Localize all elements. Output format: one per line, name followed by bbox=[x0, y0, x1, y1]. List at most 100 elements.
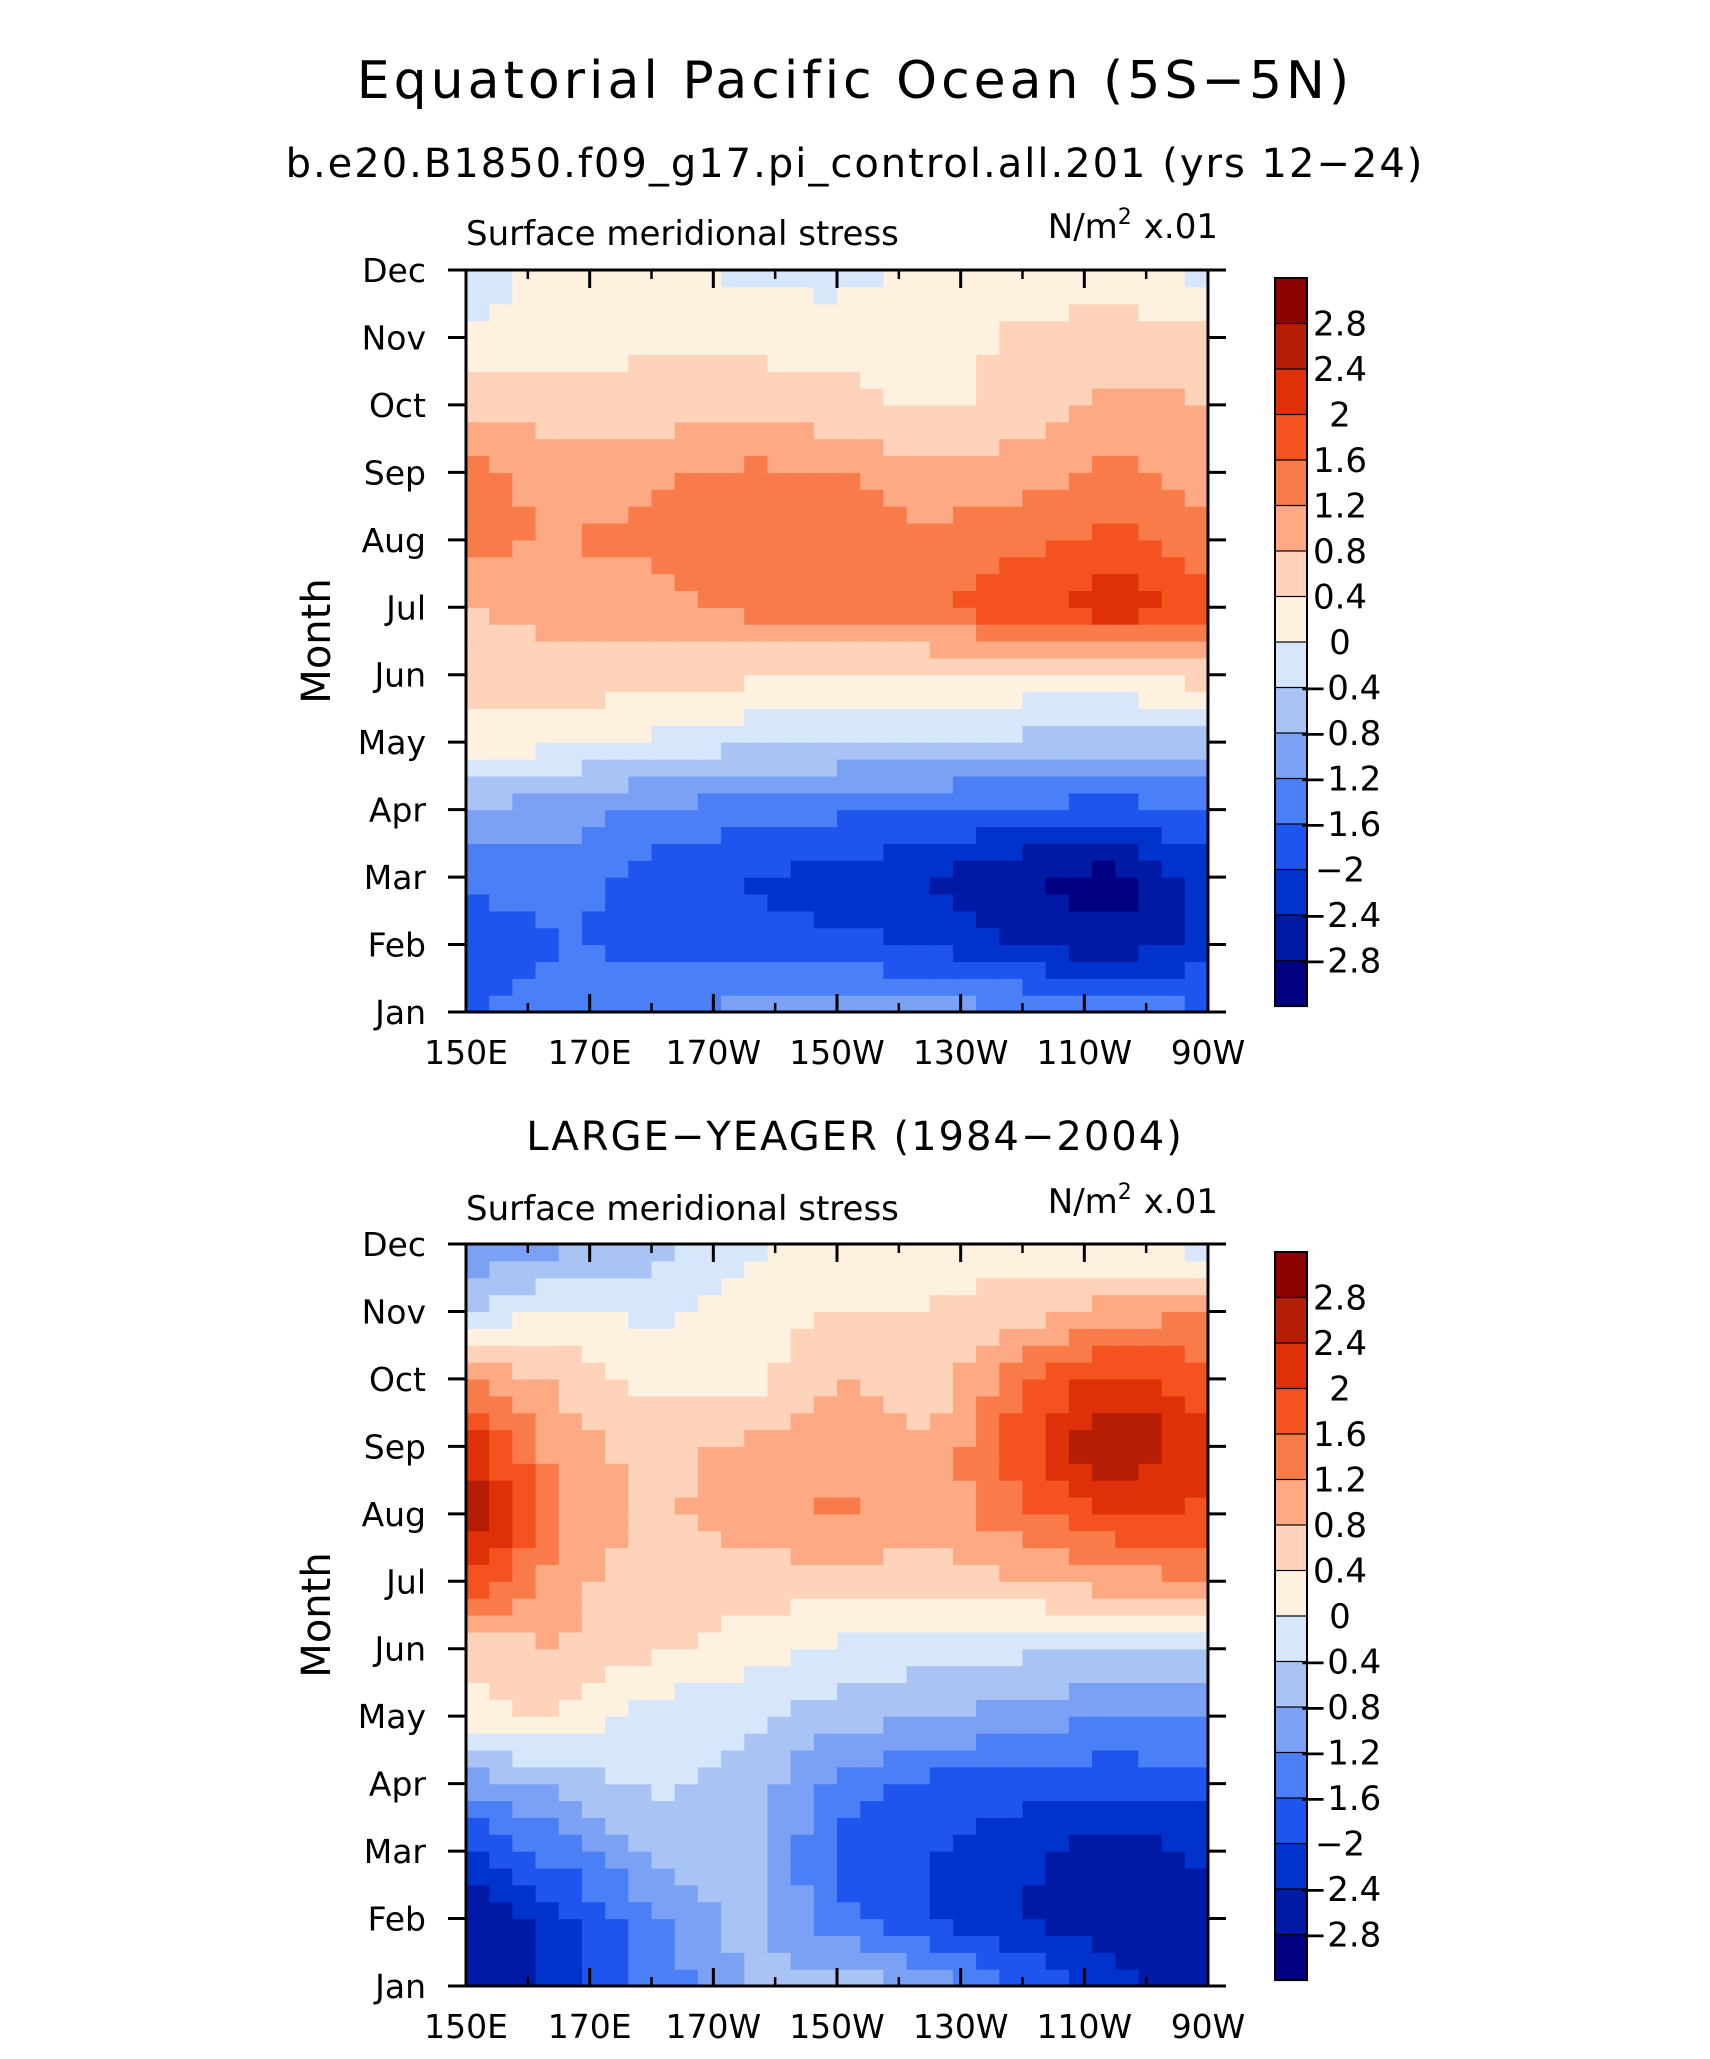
heatmap-cell bbox=[1068, 1412, 1093, 1431]
heatmap-cell bbox=[651, 1480, 676, 1498]
heatmap-cell bbox=[790, 843, 815, 861]
heatmap-cell bbox=[1092, 910, 1116, 929]
heatmap-cell bbox=[581, 893, 606, 912]
heatmap-cell bbox=[1161, 337, 1186, 355]
heatmap-cell bbox=[813, 1867, 838, 1886]
heatmap-cell bbox=[721, 489, 745, 507]
heatmap-cell bbox=[1115, 1867, 1140, 1886]
heatmap-cell bbox=[976, 1480, 1000, 1498]
heatmap-cell bbox=[1184, 1395, 1209, 1414]
colorbar-label: −0.4 bbox=[1299, 1643, 1382, 1683]
heatmap-cell bbox=[535, 910, 560, 929]
heatmap-cell bbox=[813, 1277, 838, 1296]
heatmap-cell bbox=[1068, 1328, 1093, 1346]
heatmap-cell bbox=[651, 1564, 676, 1582]
heatmap-cell bbox=[697, 1969, 722, 1987]
heatmap-cell bbox=[767, 1631, 792, 1650]
heatmap-cell bbox=[489, 320, 513, 339]
heatmap-cell bbox=[744, 1513, 769, 1532]
heatmap-cell bbox=[860, 860, 884, 878]
heatmap-cell bbox=[952, 438, 977, 457]
heatmap-cell bbox=[837, 657, 861, 676]
heatmap-cell bbox=[721, 877, 745, 895]
heatmap-cell bbox=[1161, 1834, 1186, 1852]
heatmap-cell bbox=[721, 1665, 745, 1684]
heatmap-cell bbox=[721, 1935, 745, 1953]
heatmap-cell bbox=[674, 1564, 699, 1582]
heatmap-cell bbox=[790, 961, 815, 979]
heatmap-cell bbox=[1138, 607, 1163, 625]
heatmap-cell bbox=[489, 995, 513, 1013]
colorbar-label: −2.8 bbox=[1299, 942, 1382, 982]
heatmap-cell bbox=[581, 404, 606, 423]
heatmap-cell bbox=[1068, 1395, 1093, 1414]
heatmap-cell bbox=[837, 1564, 861, 1582]
heatmap-cell bbox=[1115, 1901, 1140, 1920]
heatmap-cell bbox=[674, 1682, 699, 1700]
heatmap-cell bbox=[721, 1969, 745, 1987]
heatmap-cell bbox=[512, 1598, 537, 1616]
heatmap-cell bbox=[466, 1648, 490, 1667]
heatmap-cell bbox=[906, 1851, 931, 1869]
heatmap-cell bbox=[581, 742, 606, 760]
heatmap-cell bbox=[744, 539, 769, 558]
heatmap-cell bbox=[605, 303, 629, 322]
heatmap-cell bbox=[581, 725, 606, 743]
heatmap-cell bbox=[860, 388, 884, 406]
heatmap-cell bbox=[952, 944, 977, 963]
heatmap-cell bbox=[558, 759, 583, 777]
heatmap-cell bbox=[605, 641, 629, 659]
heatmap-cell bbox=[721, 607, 745, 625]
heatmap-cell bbox=[1022, 674, 1047, 693]
heatmap-cell bbox=[1138, 1749, 1163, 1768]
heatmap-cell bbox=[1161, 1277, 1186, 1296]
heatmap-cell bbox=[1161, 1345, 1186, 1363]
heatmap-cell bbox=[767, 1918, 792, 1937]
heatmap-cell bbox=[1092, 674, 1116, 693]
heatmap-cell bbox=[1022, 809, 1047, 828]
heatmap-cell bbox=[1161, 1631, 1186, 1650]
heatmap-cell bbox=[466, 1345, 490, 1363]
heatmap-cell bbox=[605, 961, 629, 979]
heatmap-cell bbox=[929, 1901, 954, 1920]
heatmap-cell bbox=[860, 1564, 884, 1582]
heatmap-cell bbox=[628, 455, 653, 473]
heatmap-cell bbox=[674, 573, 699, 592]
heatmap-cell bbox=[466, 775, 490, 794]
heatmap-cell bbox=[628, 944, 653, 963]
heatmap-cell bbox=[1045, 404, 1070, 423]
heatmap-cell bbox=[1115, 1884, 1140, 1903]
heatmap-cell bbox=[929, 759, 954, 777]
heatmap-cell bbox=[721, 809, 745, 828]
heatmap-cell bbox=[1184, 1969, 1209, 1987]
heatmap-cell bbox=[674, 472, 699, 490]
heatmap-cell bbox=[697, 1345, 722, 1363]
heatmap-cell bbox=[581, 657, 606, 676]
heatmap-cell bbox=[1138, 1682, 1163, 1700]
heatmap-cell bbox=[883, 1952, 908, 1970]
heatmap-cell bbox=[697, 1766, 722, 1785]
heatmap-cell bbox=[952, 337, 977, 355]
heatmap-cell bbox=[1045, 1884, 1070, 1903]
heatmap-cell bbox=[883, 1834, 908, 1852]
heatmap-cell bbox=[697, 1834, 722, 1852]
heatmap-cell bbox=[628, 320, 653, 339]
heatmap-cell bbox=[512, 1429, 537, 1447]
heatmap-cell bbox=[813, 1496, 838, 1515]
heatmap-cell bbox=[999, 1901, 1024, 1920]
heatmap-cell bbox=[535, 337, 560, 355]
heatmap-cell bbox=[466, 1901, 490, 1920]
heatmap-cell bbox=[1068, 877, 1093, 895]
heatmap-cell bbox=[883, 691, 908, 710]
heatmap-cell bbox=[999, 404, 1024, 423]
heatmap-cell bbox=[883, 809, 908, 828]
heatmap-cell bbox=[837, 1834, 861, 1852]
heatmap-cell bbox=[744, 1952, 769, 1970]
heatmap-cell bbox=[1022, 759, 1047, 777]
heatmap-cell bbox=[999, 270, 1024, 288]
heatmap-cell bbox=[952, 978, 977, 996]
heatmap-cell bbox=[581, 270, 606, 288]
heatmap-cell bbox=[1092, 472, 1116, 490]
heatmap-cell bbox=[1022, 1513, 1047, 1532]
heatmap-cell bbox=[1092, 1952, 1116, 1970]
